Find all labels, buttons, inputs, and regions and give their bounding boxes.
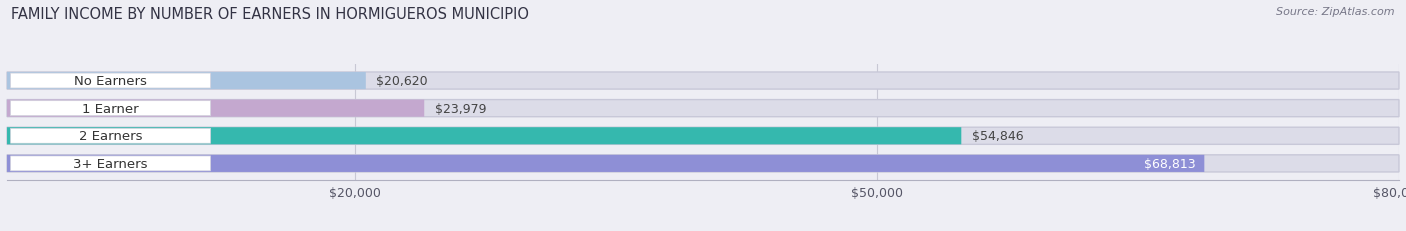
FancyBboxPatch shape bbox=[7, 100, 1399, 117]
Text: FAMILY INCOME BY NUMBER OF EARNERS IN HORMIGUEROS MUNICIPIO: FAMILY INCOME BY NUMBER OF EARNERS IN HO… bbox=[11, 7, 529, 22]
FancyBboxPatch shape bbox=[10, 101, 211, 116]
Text: 3+ Earners: 3+ Earners bbox=[73, 157, 148, 170]
Text: 2 Earners: 2 Earners bbox=[79, 130, 142, 143]
Text: $23,979: $23,979 bbox=[434, 102, 486, 115]
FancyBboxPatch shape bbox=[10, 74, 211, 89]
Text: Source: ZipAtlas.com: Source: ZipAtlas.com bbox=[1277, 7, 1395, 17]
FancyBboxPatch shape bbox=[10, 156, 211, 171]
Text: 1 Earner: 1 Earner bbox=[82, 102, 139, 115]
FancyBboxPatch shape bbox=[7, 73, 1399, 90]
FancyBboxPatch shape bbox=[7, 155, 1205, 172]
Text: $20,620: $20,620 bbox=[377, 75, 427, 88]
FancyBboxPatch shape bbox=[7, 155, 1399, 172]
Text: $68,813: $68,813 bbox=[1144, 157, 1195, 170]
FancyBboxPatch shape bbox=[7, 100, 425, 117]
FancyBboxPatch shape bbox=[7, 128, 1399, 145]
FancyBboxPatch shape bbox=[10, 129, 211, 144]
FancyBboxPatch shape bbox=[7, 73, 366, 90]
FancyBboxPatch shape bbox=[7, 128, 962, 145]
Text: $54,846: $54,846 bbox=[972, 130, 1024, 143]
Text: No Earners: No Earners bbox=[75, 75, 148, 88]
